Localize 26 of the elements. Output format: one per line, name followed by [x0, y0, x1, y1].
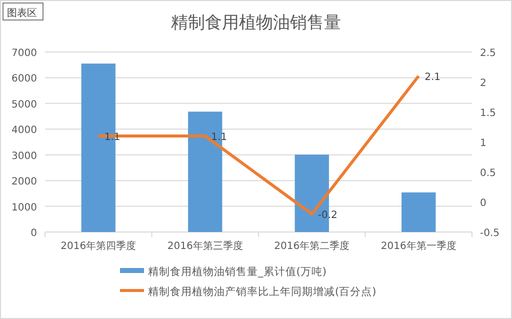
data-label: 2.1 — [424, 72, 441, 83]
y2-tick-label: 0.5 — [480, 168, 496, 179]
y2-tick-label: -0.5 — [480, 228, 500, 239]
x-tick-label: 2016年第四季度 — [60, 240, 136, 252]
x-tick-label: 2016年第三季度 — [167, 240, 243, 252]
y-tick-label: 5000 — [12, 99, 37, 110]
y-tick-label: 1000 — [12, 202, 37, 214]
y-tick-label: 7000 — [12, 48, 37, 59]
y-tick-label: 6000 — [12, 74, 37, 85]
x-tick-label: 2016年第二季度 — [274, 240, 350, 252]
x-tick-label: 2016年第一季度 — [380, 240, 456, 252]
bar — [402, 192, 436, 232]
y-tick-label: 0 — [30, 228, 37, 239]
chart-title: 精制食用植物油销售量 — [171, 13, 341, 33]
legend-label: 精制食用植物油产销率比上年同期增减(百分点) — [148, 285, 376, 298]
y2-tick-label: 0 — [480, 198, 486, 209]
data-label: 1.1 — [104, 132, 120, 143]
legend-label: 精制食用植物油销售量_累计值(万吨) — [148, 265, 326, 278]
y-tick-label: 3000 — [12, 150, 37, 162]
text: 图表区 — [7, 7, 37, 19]
y2-tick-label: 1 — [480, 138, 486, 149]
y2-tick-label: 1.5 — [480, 108, 496, 119]
y2-tick-label: 2.5 — [480, 48, 496, 59]
y-tick-label: 2000 — [12, 176, 37, 188]
y2-tick-label: 2 — [480, 78, 486, 89]
y-tick-label: 4000 — [12, 125, 37, 136]
